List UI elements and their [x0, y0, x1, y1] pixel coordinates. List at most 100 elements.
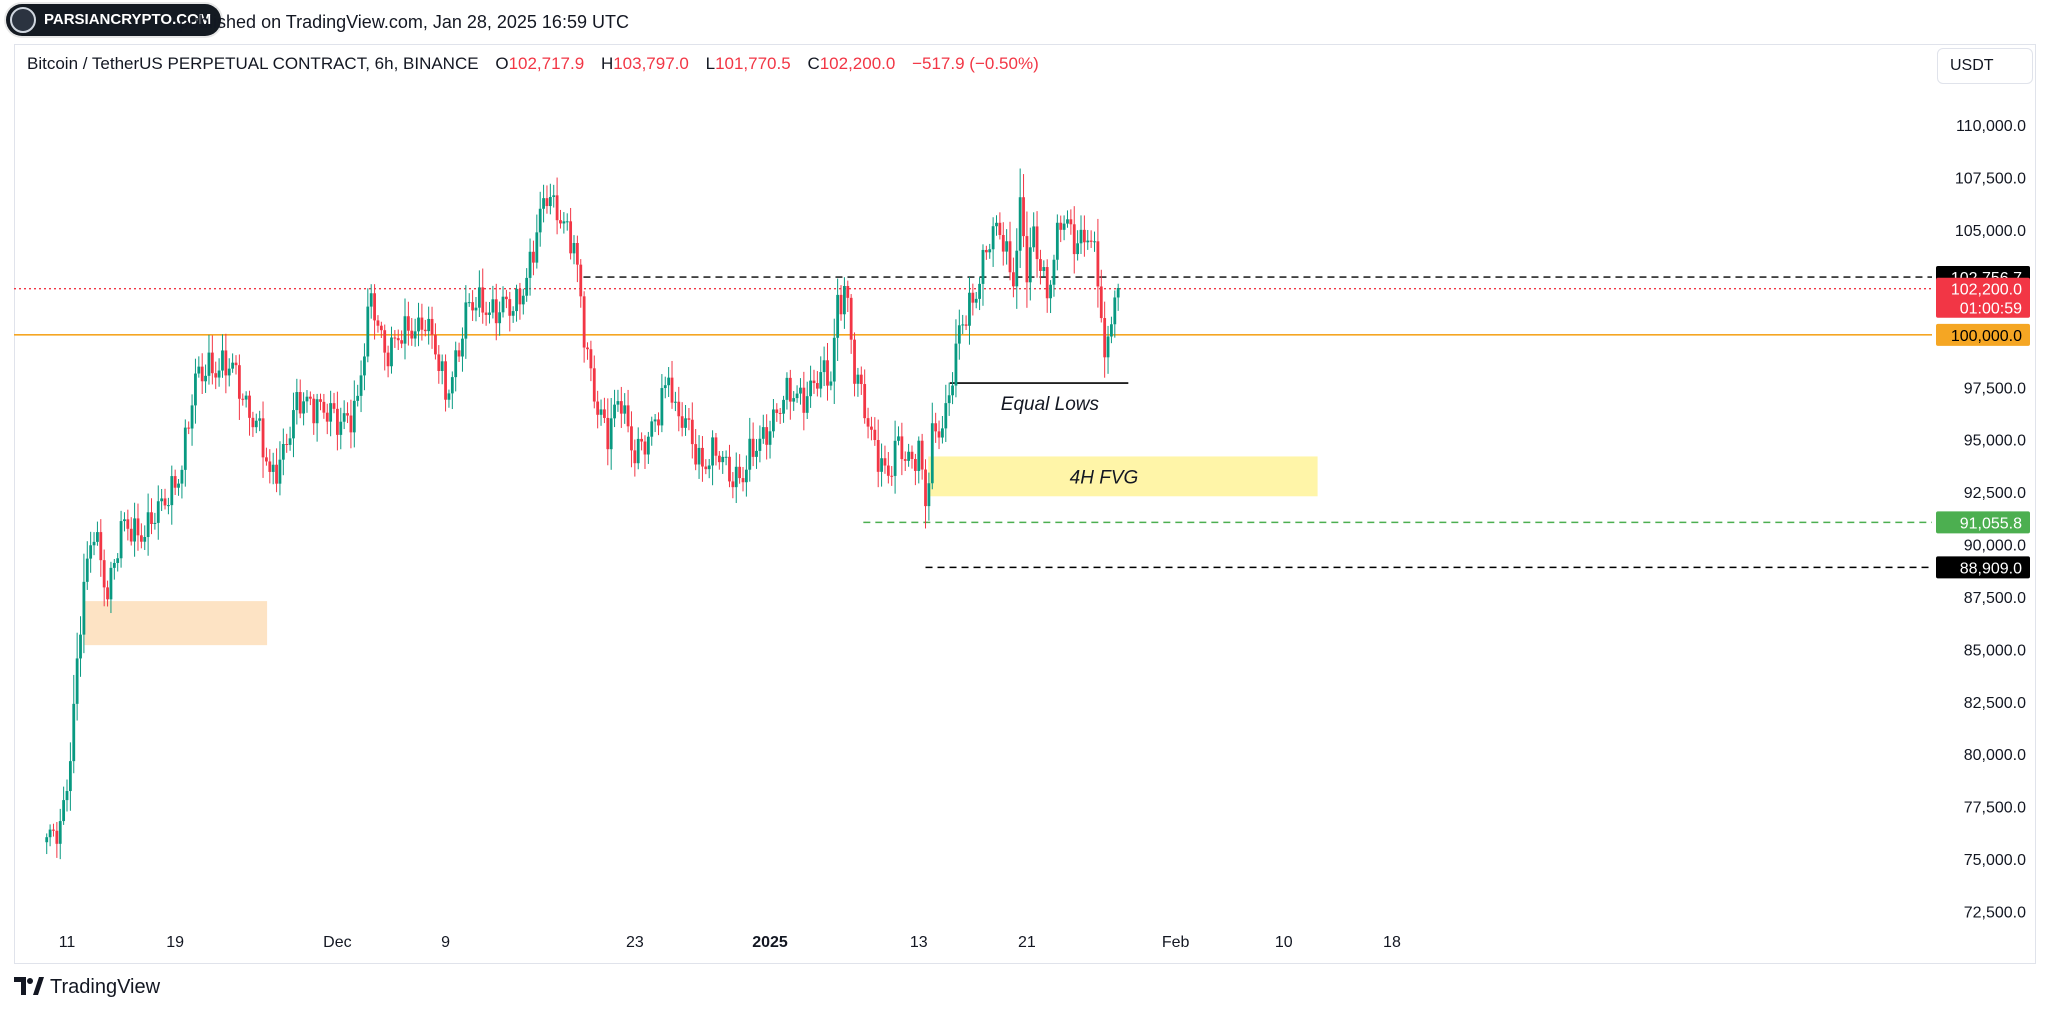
candle-down [406, 316, 410, 331]
candle-down [728, 456, 731, 482]
candle-up [991, 226, 995, 250]
candle-up [528, 251, 532, 278]
candle-down [900, 436, 904, 460]
candle-up [474, 307, 478, 311]
candle-up [707, 465, 711, 470]
candle-down [569, 221, 573, 254]
candle-up [85, 558, 89, 582]
low-label: L [705, 54, 716, 73]
candle-down [373, 293, 376, 321]
candle-down [924, 469, 927, 507]
price-label-box [1936, 511, 2030, 534]
candle-up [616, 401, 620, 405]
candle-up [525, 277, 529, 296]
price-label-box [1936, 323, 2030, 346]
candle-up [447, 393, 451, 400]
candle-down [268, 461, 272, 472]
candle-up [981, 249, 985, 284]
candle-up [782, 399, 785, 414]
candle-down [102, 560, 106, 588]
order-block-zone [84, 601, 268, 646]
x-tick-label: 13 [910, 934, 928, 951]
candle-up [342, 413, 346, 422]
candle-down [430, 318, 434, 335]
candle-down [778, 412, 782, 414]
candle-up [1093, 241, 1096, 243]
candle-down [998, 222, 1002, 236]
candle-up [515, 288, 518, 312]
candle-down [984, 249, 988, 253]
candle-up [1062, 223, 1066, 230]
candle-down [545, 198, 549, 207]
high-value: 103,797.0 [613, 54, 689, 73]
candle-up [461, 338, 464, 357]
candle-up [109, 567, 113, 600]
candle-down [626, 405, 630, 427]
candle-up [799, 387, 802, 394]
candle-up [1015, 250, 1019, 287]
candle-down [596, 401, 600, 415]
logo-text: PARSIANCRYPTO.COM [44, 11, 212, 28]
currency-selector[interactable]: USDT [1937, 48, 2033, 84]
candle-up [663, 385, 667, 389]
candle-up [207, 352, 211, 376]
brand-logo[interactable]: PARSIANCRYPTO.COM [6, 4, 222, 36]
candle-up [183, 427, 187, 470]
candle-up [194, 373, 197, 406]
candle-up [684, 418, 687, 428]
published-note: published on TradingView.com, Jan 28, 20… [179, 12, 629, 32]
candle-down [886, 465, 890, 476]
candle-up [92, 541, 96, 546]
candle-down [920, 440, 924, 470]
tradingview-wordmark[interactable]: TradingView [50, 976, 161, 998]
candle-up [978, 283, 981, 299]
candle-down [99, 532, 103, 561]
y-tick-label: 105,000.0 [1955, 223, 2026, 240]
candle-up [1018, 197, 1022, 251]
candle-down [505, 296, 508, 300]
candle-down [802, 387, 806, 413]
symbol-name[interactable]: Bitcoin / TetherUS PERPETUAL CONTRACT, 6… [27, 54, 479, 73]
candle-up [454, 350, 458, 378]
candle-up [369, 293, 373, 307]
y-tick-label: 75,000.0 [1964, 852, 2026, 869]
candle-up [227, 368, 231, 376]
candle-up [133, 518, 136, 542]
candle-up [197, 366, 201, 374]
candle-up [1079, 229, 1083, 244]
candle-down [1103, 318, 1107, 358]
candle-down [812, 380, 816, 384]
candle-up [562, 221, 566, 224]
candle-up [1005, 241, 1009, 252]
candle-up [254, 420, 258, 428]
candle-down [251, 417, 255, 428]
candle-down [308, 396, 312, 399]
price-change: −517.9 (−0.50%) [912, 54, 1039, 73]
candle-down [1089, 240, 1093, 242]
x-tick-label: 18 [1383, 934, 1401, 951]
candle-down [126, 519, 130, 529]
candle-up [609, 418, 613, 450]
candle-down [640, 438, 643, 442]
top-bar: PARSIANCRYPTO.COM published on TradingVi… [0, 0, 2048, 44]
candle-up [674, 401, 677, 403]
close-value: 102,200.0 [819, 54, 896, 73]
annotations-layer: Equal Lows 4H FVG [1001, 394, 1139, 488]
candle-down [1072, 224, 1076, 255]
low-value: 101,770.5 [715, 54, 791, 73]
candle-down [603, 409, 606, 418]
candle-up [339, 421, 343, 435]
candle-down [701, 447, 704, 467]
candle-down [633, 450, 637, 464]
candle-up [819, 372, 823, 389]
candle-down [937, 431, 941, 438]
candle-up [58, 821, 62, 844]
candle-up [217, 370, 221, 378]
candle-down [325, 412, 329, 422]
candle-up [552, 195, 556, 197]
candle-up [1066, 219, 1069, 224]
candle-up [146, 512, 150, 538]
candle-down [630, 426, 633, 451]
open-label: O [495, 54, 509, 73]
